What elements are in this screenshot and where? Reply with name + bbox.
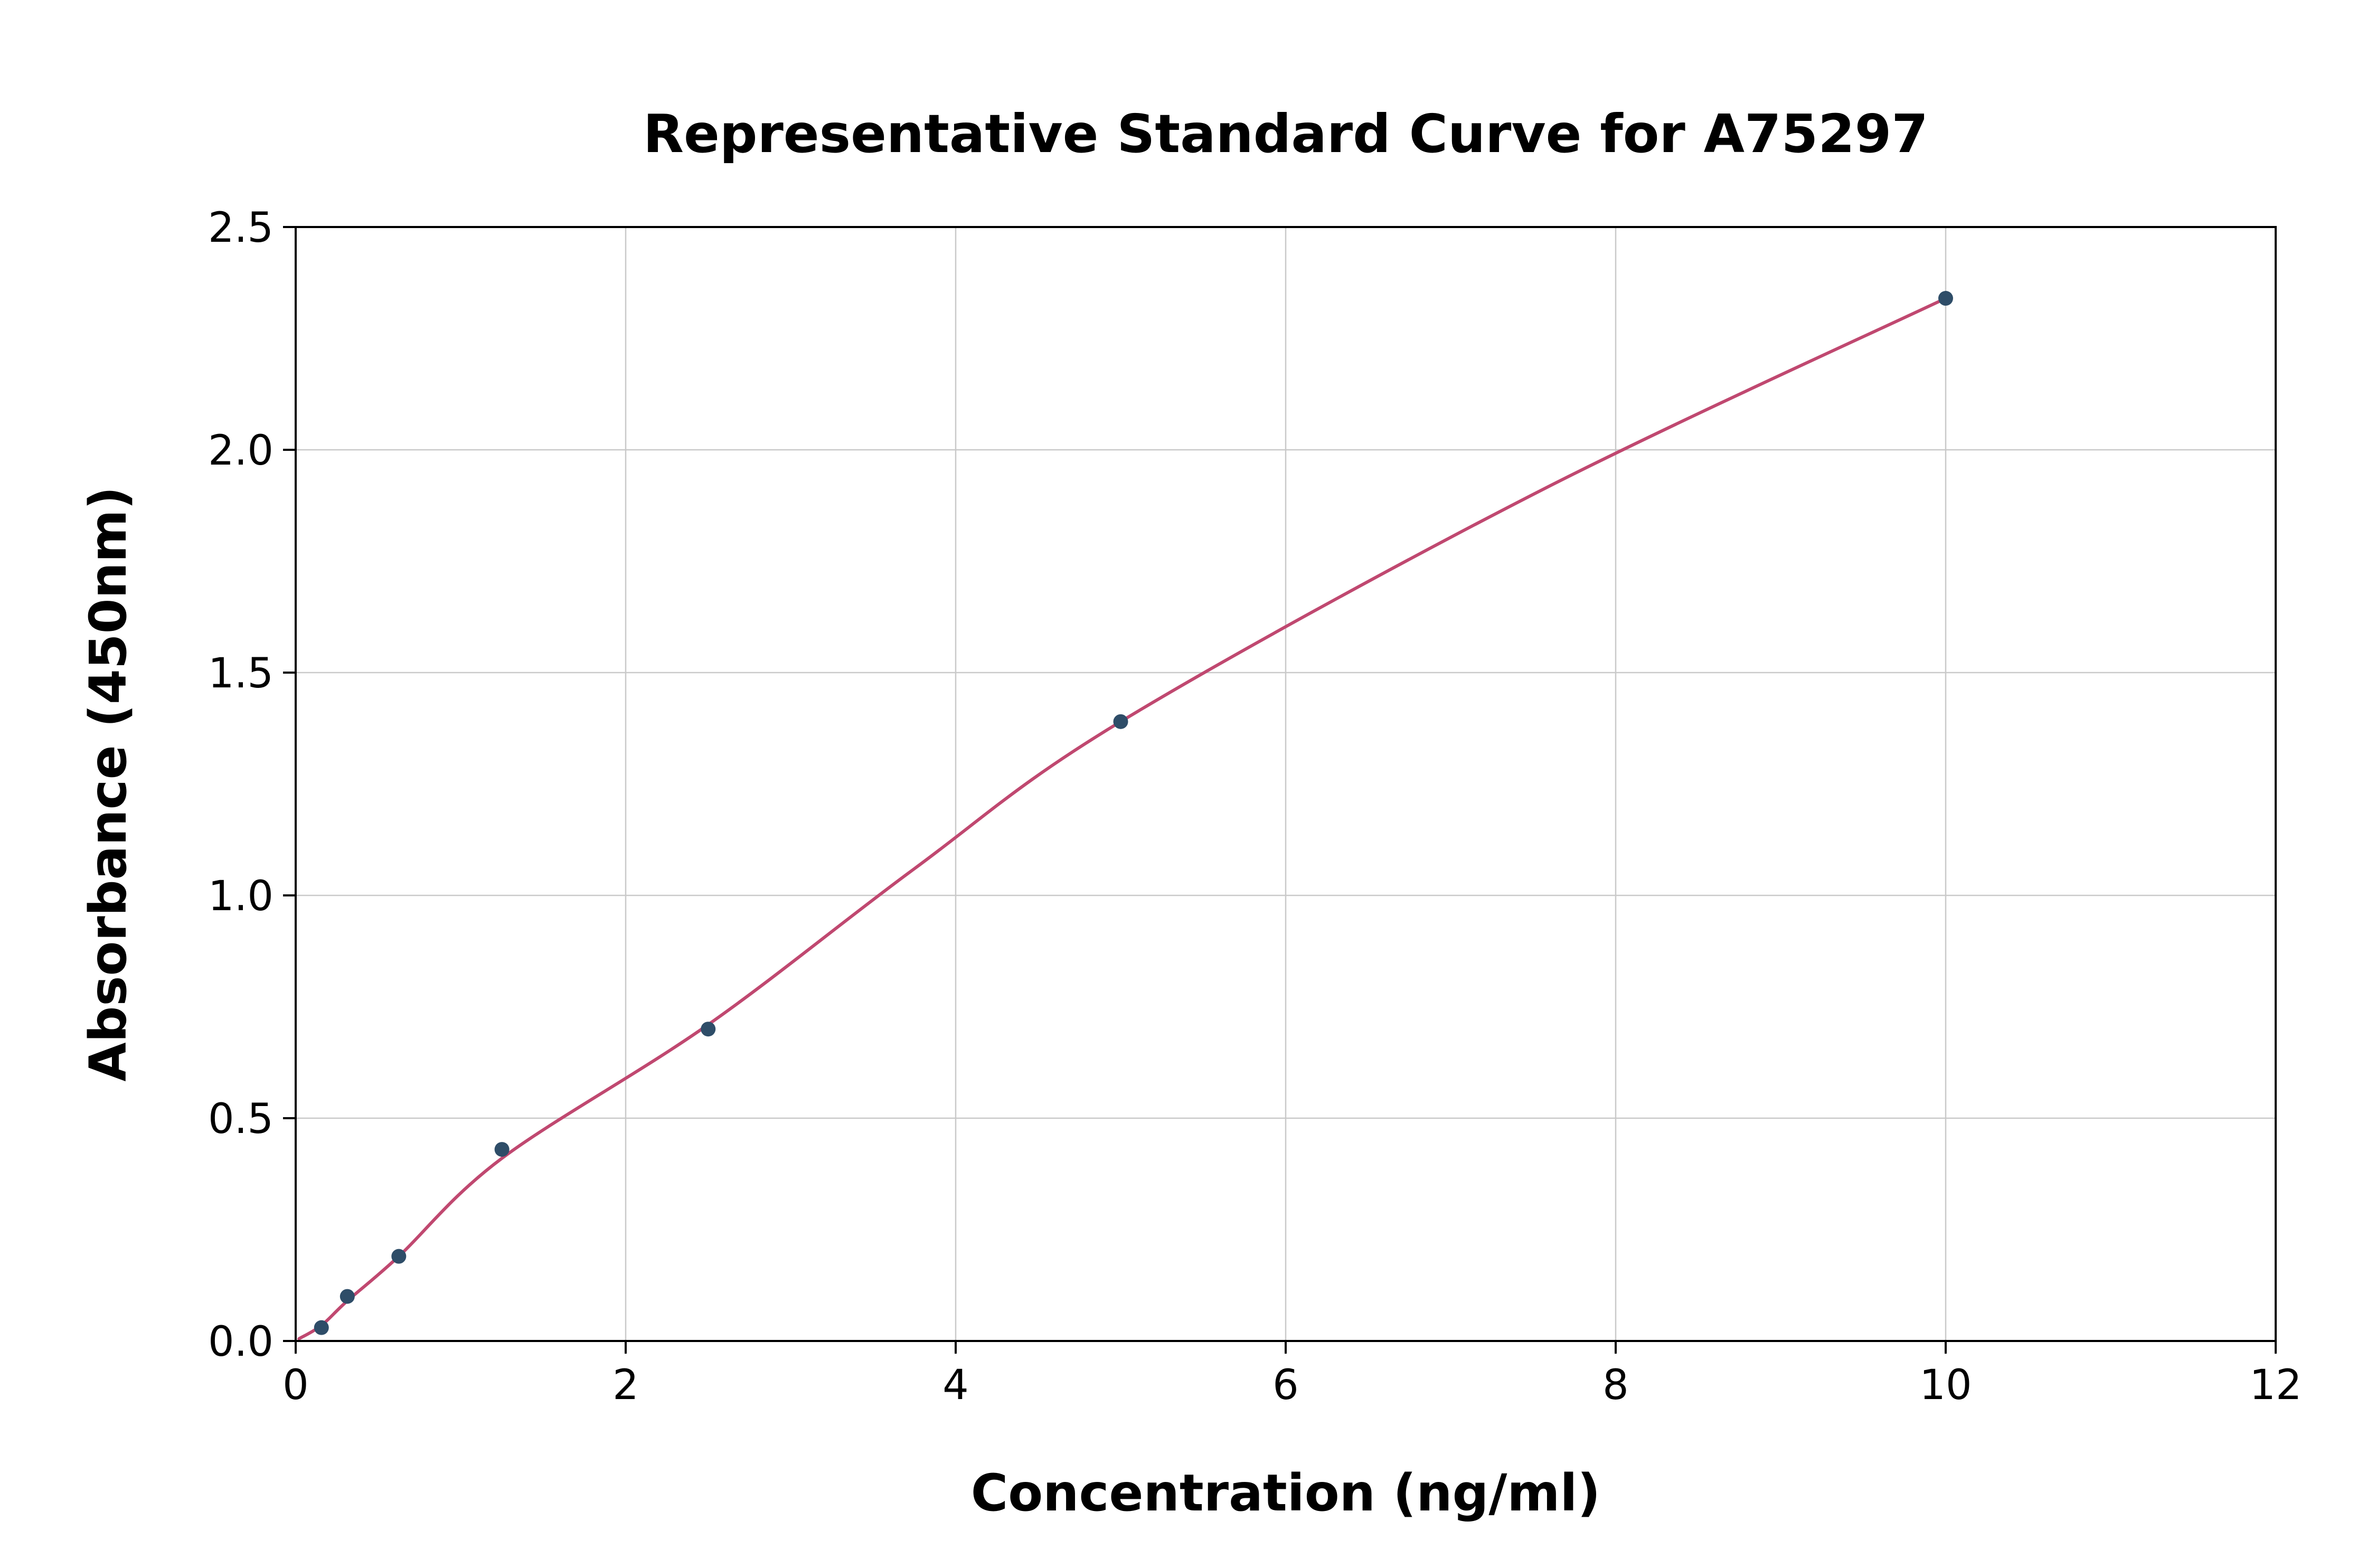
data-point [701, 1022, 716, 1037]
data-point [1113, 714, 1128, 729]
y-tick-label: 1.5 [208, 650, 274, 697]
data-point [494, 1142, 510, 1157]
x-tick-label: 0 [282, 1362, 309, 1409]
chart-title: Representative Standard Curve for A75297 [643, 103, 1928, 165]
x-tick-label: 12 [2249, 1362, 2302, 1409]
x-tick-label: 4 [942, 1362, 969, 1409]
fit-curve [297, 297, 1947, 1340]
data-point [314, 1320, 329, 1335]
y-tick-label: 1.0 [208, 873, 274, 920]
y-tick-label: 2.0 [208, 427, 274, 475]
x-tick-label: 2 [612, 1362, 639, 1409]
y-tick-label: 2.5 [208, 204, 274, 252]
data-point [340, 1289, 355, 1304]
x-tick-label: 6 [1272, 1362, 1299, 1409]
y-tick-label: 0.5 [208, 1095, 274, 1143]
x-axis-label: Concentration (ng/ml) [970, 1463, 1601, 1523]
y-tick-label: 0.0 [208, 1318, 274, 1366]
x-tick-label: 8 [1602, 1362, 1629, 1409]
data-point [1938, 291, 1953, 306]
x-tick-label: 10 [1919, 1362, 1972, 1409]
data-point [391, 1249, 407, 1264]
